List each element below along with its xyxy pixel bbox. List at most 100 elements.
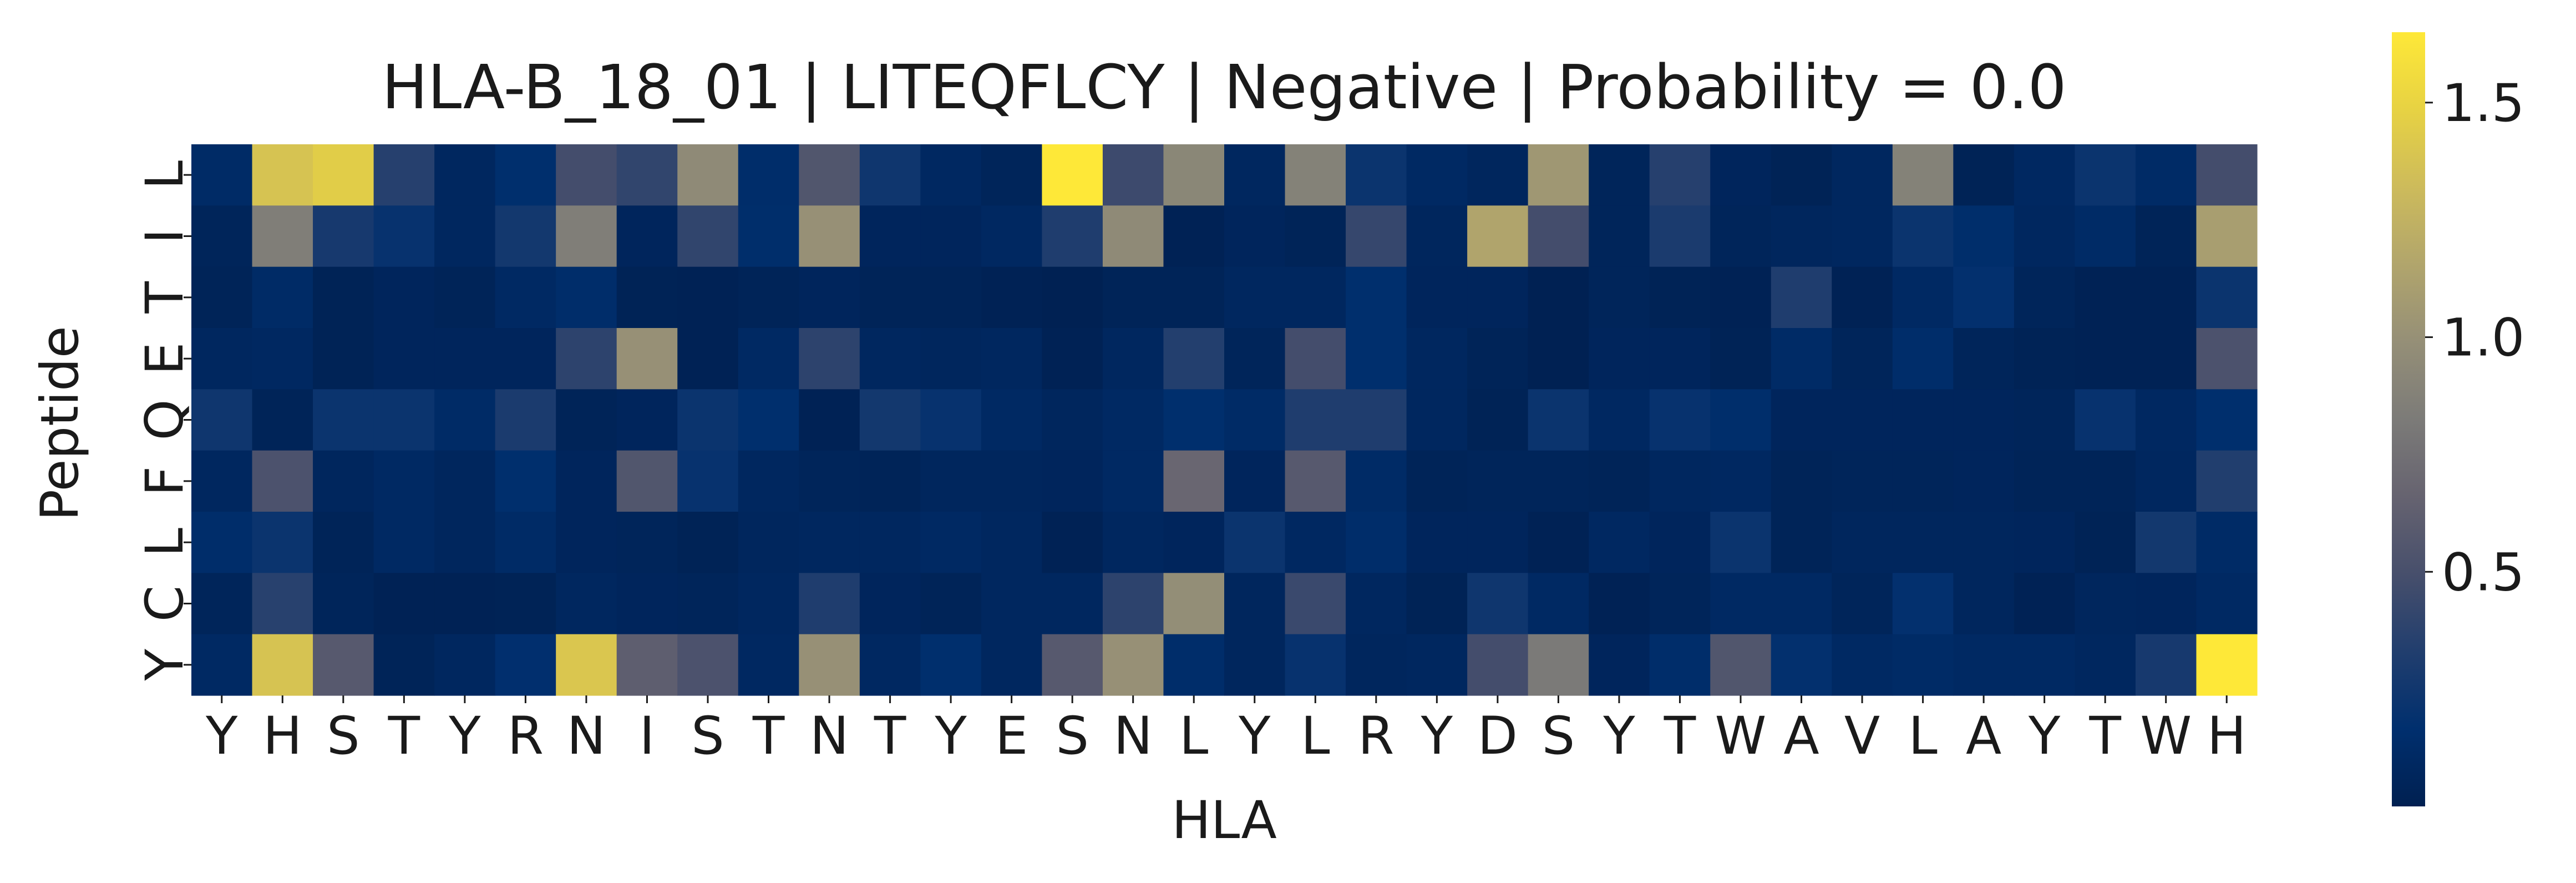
heatmap-cell: [252, 389, 313, 451]
heatmap-cell: [1042, 389, 1103, 451]
heatmap-cell: [373, 205, 435, 268]
heatmap-cell: [1771, 205, 1832, 268]
heatmap-cell: [799, 389, 860, 451]
heatmap-cell: [2075, 512, 2136, 573]
heatmap-cell: [920, 450, 982, 512]
heatmap-cell: [495, 512, 556, 573]
heatmap-cell: [738, 512, 799, 573]
heatmap-cell: [373, 450, 435, 512]
x-tick-label: T: [388, 706, 420, 766]
heatmap-cell: [1710, 144, 1772, 206]
heatmap-cell: [1649, 389, 1711, 451]
heatmap-cell: [920, 634, 982, 696]
heatmap-cell: [1224, 573, 1286, 635]
heatmap-cell: [252, 205, 313, 268]
heatmap-cell: [1346, 573, 1407, 635]
heatmap-cell: [1953, 144, 2015, 206]
heatmap-cell: [1649, 450, 1711, 512]
heatmap-cell: [1467, 450, 1529, 512]
x-tick-label: L: [1179, 706, 1208, 766]
heatmap-cell: [2075, 389, 2136, 451]
heatmap-cell: [616, 512, 678, 573]
heatmap-cell: [859, 144, 921, 206]
heatmap-cell: [313, 328, 374, 390]
heatmap-cell: [191, 512, 253, 573]
y-tick-label: Q: [135, 400, 195, 441]
heatmap-cell: [1042, 266, 1103, 329]
heatmap-cell: [373, 389, 435, 451]
heatmap-cell: [1285, 450, 1346, 512]
heatmap-cell: [191, 573, 253, 635]
heatmap-cell: [2014, 266, 2076, 329]
heatmap-cell: [1224, 266, 1286, 329]
heatmap-cell: [1406, 450, 1468, 512]
heatmap-cell: [252, 328, 313, 390]
heatmap-cell: [1528, 266, 1589, 329]
heatmap-cell: [2135, 144, 2197, 206]
x-tick-label: N: [810, 706, 849, 766]
heatmap-cell: [981, 266, 1043, 329]
heatmap-cell: [1589, 266, 1650, 329]
heatmap-cell: [1892, 389, 1954, 451]
heatmap-cell: [191, 144, 253, 206]
heatmap-cell: [1285, 573, 1346, 635]
heatmap-cell: [616, 573, 678, 635]
heatmap-cell: [1406, 573, 1468, 635]
heatmap-cell: [495, 328, 556, 390]
heatmap-cell: [1710, 389, 1772, 451]
heatmap-cell: [373, 328, 435, 390]
x-tick-label: I: [640, 706, 655, 766]
heatmap-cell: [1528, 450, 1589, 512]
heatmap-cell: [1710, 266, 1772, 329]
heatmap-cell: [1346, 328, 1407, 390]
x-tick-label: Y: [205, 706, 238, 766]
heatmap-cell: [616, 266, 678, 329]
heatmap-cell: [799, 450, 860, 512]
heatmap-cell: [799, 512, 860, 573]
heatmap-cell: [1406, 205, 1468, 268]
heatmap-cell: [2075, 266, 2136, 329]
colorbar-tick-label: 1.0: [2442, 308, 2525, 369]
heatmap-cell: [859, 512, 921, 573]
heatmap-cell: [1346, 266, 1407, 329]
heatmap-cell: [2196, 328, 2258, 390]
heatmap-cell: [920, 205, 982, 268]
heatmap-cell: [1953, 389, 2015, 451]
x-tick-label: Y: [2028, 706, 2061, 766]
heatmap-cell: [1771, 573, 1832, 635]
heatmap-cell: [1953, 634, 2015, 696]
x-tick-label: T: [752, 706, 785, 766]
heatmap-cell: [1042, 634, 1103, 696]
heatmap-cell: [1589, 144, 1650, 206]
x-tick-label: Y: [1421, 706, 1453, 766]
heatmap-cell: [677, 266, 739, 329]
heatmap-cell: [1953, 573, 2015, 635]
heatmap-cell: [1163, 266, 1225, 329]
heatmap-cell: [2196, 266, 2258, 329]
heatmap-cell: [738, 389, 799, 451]
heatmap-cell: [1710, 573, 1772, 635]
x-tick-label: Y: [934, 706, 967, 766]
heatmap-cell: [2135, 634, 2197, 696]
heatmap-cell: [1285, 266, 1346, 329]
heatmap-cell: [981, 634, 1043, 696]
heatmap-cell: [1649, 634, 1711, 696]
heatmap-cell: [677, 450, 739, 512]
heatmap-cell: [1224, 634, 1286, 696]
heatmap-cell: [1102, 450, 1164, 512]
heatmap-cell: [2196, 205, 2258, 268]
heatmap-cell: [1953, 205, 2015, 268]
heatmap-cell: [1832, 450, 1893, 512]
heatmap-cell: [981, 389, 1043, 451]
x-tick-label: N: [1114, 706, 1153, 766]
heatmap-cell: [2196, 144, 2258, 206]
heatmap-cell: [1467, 634, 1529, 696]
heatmap-cell: [252, 450, 313, 512]
heatmap-cell: [252, 634, 313, 696]
heatmap-cell: [2196, 389, 2258, 451]
y-tick-label: Y: [135, 649, 195, 682]
heatmap-cell: [677, 573, 739, 635]
heatmap-cell: [2075, 573, 2136, 635]
heatmap-cell: [859, 205, 921, 268]
heatmap-cell: [1285, 328, 1346, 390]
